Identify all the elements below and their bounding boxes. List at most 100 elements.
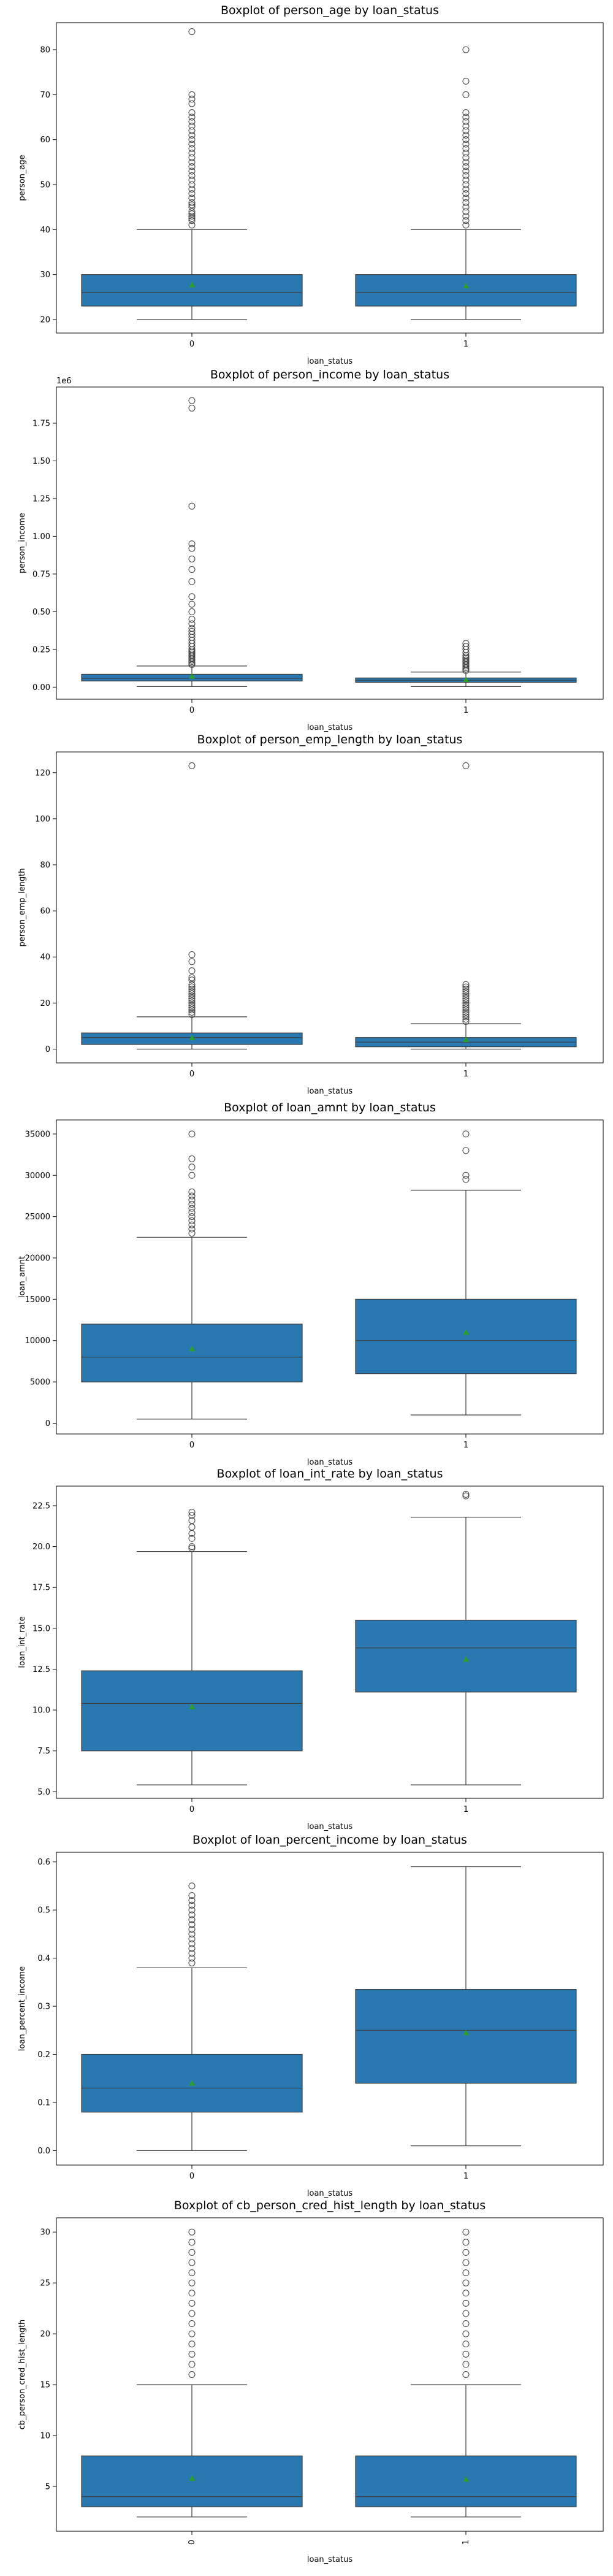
outlier-point	[462, 981, 470, 988]
outlier-point	[188, 131, 196, 139]
outlier-point	[188, 990, 196, 997]
y-tick-label: 0.25	[32, 645, 50, 654]
outlier-point	[188, 113, 196, 121]
y-tick-label: 60	[40, 907, 50, 916]
y-tick-label: 5.0	[37, 1788, 50, 1797]
y-tick-label: 80	[40, 861, 50, 870]
outlier-point	[462, 1147, 470, 1154]
outlier-point	[188, 1155, 196, 1162]
outlier-point	[462, 208, 470, 215]
y-tick-label: 0.50	[32, 608, 50, 617]
y-tick-label: 10	[40, 2432, 50, 2441]
y-tick-label: 30	[40, 2228, 50, 2237]
box-group	[81, 2228, 303, 2518]
outlier-point	[188, 2290, 196, 2297]
outlier-point	[188, 967, 196, 975]
y-tick-label: 0.4	[37, 1954, 50, 1963]
y-tick-label: 1.75	[32, 420, 50, 429]
outlier-point	[188, 988, 196, 995]
y-tick-label: 7.5	[37, 1747, 50, 1756]
outlier-point	[188, 1188, 196, 1195]
outlier-point	[462, 1176, 470, 1183]
y-tick-label: 22.5	[32, 1501, 50, 1511]
outlier-point	[462, 123, 470, 130]
outlier-point	[462, 2279, 470, 2287]
y-axis-label: loan_int_rate	[18, 1616, 27, 1668]
y-tick-label: 80	[40, 46, 50, 55]
outlier-point	[188, 951, 196, 958]
outlier-point	[188, 593, 196, 600]
outlier-point	[188, 127, 196, 134]
outlier-point	[188, 983, 196, 991]
box-group	[355, 640, 577, 687]
mean-marker	[463, 677, 469, 683]
outlier-point	[188, 995, 196, 1002]
outlier-point	[188, 1171, 196, 1179]
outlier-point	[462, 131, 470, 139]
outlier-point	[462, 990, 470, 997]
outlier-point	[188, 1213, 196, 1221]
y-tick-label: 20000	[25, 1254, 50, 1263]
box-group	[81, 28, 303, 320]
outlier-point	[188, 1535, 196, 1542]
outlier-point	[188, 1921, 196, 1928]
outlier-point	[188, 2228, 196, 2236]
x-tick-label: 1	[462, 2540, 471, 2545]
y-axis-label: cb_person_cred_hist_length	[18, 2320, 27, 2430]
outlier-point	[188, 2330, 196, 2337]
y-tick-label: 0	[45, 1419, 50, 1428]
outlier-point	[462, 154, 470, 161]
y-tick-label: 0.5	[37, 1906, 50, 1915]
outlier-point	[462, 118, 470, 125]
y-tick-label: 0	[45, 1045, 50, 1054]
y-tick-label: 0.3	[37, 2003, 50, 2012]
outlier-point	[188, 204, 196, 211]
y-tick-label: 0.75	[32, 570, 50, 579]
outlier-point	[462, 762, 470, 770]
outlier-point	[188, 540, 196, 548]
chart-title: Boxplot of cb_person_cred_hist_length by…	[174, 2199, 485, 2212]
outlier-point	[188, 181, 196, 188]
iqr-box	[81, 1670, 303, 1752]
outlier-point	[188, 215, 196, 222]
outlier-point	[462, 46, 470, 53]
outlier-point	[462, 2350, 470, 2358]
outlier-point	[188, 1892, 196, 1899]
y-tick-label: 10.0	[32, 1706, 50, 1715]
outlier-point	[188, 172, 196, 179]
outlier-point	[188, 2248, 196, 2256]
outlier-point	[188, 1959, 196, 1966]
chart-title: Boxplot of person_age by loan_status	[221, 4, 439, 17]
outlier-point	[188, 545, 196, 552]
outlier-point	[188, 1512, 196, 1519]
iqr-box	[81, 274, 303, 307]
outlier-point	[462, 172, 470, 179]
chart-title: Boxplot of loan_int_rate by loan_status	[217, 1467, 443, 1481]
outlier-point	[188, 616, 196, 623]
outlier-point	[188, 1225, 196, 1233]
outlier-point	[188, 118, 196, 125]
y-tick-label: 30000	[25, 1171, 50, 1181]
mean-marker	[463, 1037, 469, 1043]
outlier-point	[462, 992, 470, 1000]
y-tick-label: 15	[40, 2381, 50, 2390]
outlier-point	[462, 1490, 470, 1498]
outlier-point	[462, 1002, 470, 1009]
outlier-point	[188, 1544, 196, 1552]
outlier-point	[188, 212, 196, 220]
y-tick-label: 10000	[25, 1336, 50, 1346]
outlier-point	[462, 2361, 470, 2368]
outlier-point	[188, 1530, 196, 1537]
y-tick-label: 120	[35, 769, 50, 778]
outlier-point	[188, 1935, 196, 1942]
outlier-point	[188, 502, 196, 510]
outlier-point	[462, 2228, 470, 2236]
outlier-point	[188, 2299, 196, 2307]
x-tick-label: 1	[463, 340, 468, 349]
outlier-point	[188, 199, 196, 206]
y-tick-label: 20.0	[32, 1543, 50, 1552]
outlier-point	[462, 2371, 470, 2378]
x-tick-label: 1	[463, 706, 468, 715]
outlier-point	[188, 150, 196, 157]
chart-title: Boxplot of loan_percent_income by loan_s…	[192, 1833, 467, 1847]
